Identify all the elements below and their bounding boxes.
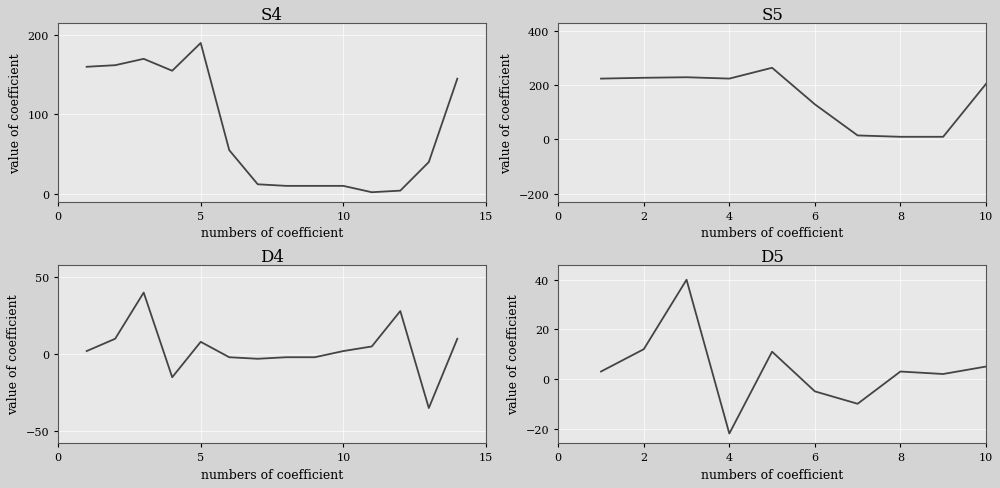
Y-axis label: value of coefficient: value of coefficient [9,53,22,173]
Y-axis label: value of coefficient: value of coefficient [500,53,513,173]
X-axis label: numbers of coefficient: numbers of coefficient [201,227,343,240]
X-axis label: numbers of coefficient: numbers of coefficient [701,227,843,240]
Title: S4: S4 [261,7,283,24]
Title: D5: D5 [760,248,784,265]
Title: S5: S5 [761,7,783,24]
X-axis label: numbers of coefficient: numbers of coefficient [201,468,343,481]
Y-axis label: value of coefficient: value of coefficient [7,294,20,415]
Title: D4: D4 [260,248,284,265]
X-axis label: numbers of coefficient: numbers of coefficient [701,468,843,481]
Y-axis label: value of coefficient: value of coefficient [507,294,520,415]
